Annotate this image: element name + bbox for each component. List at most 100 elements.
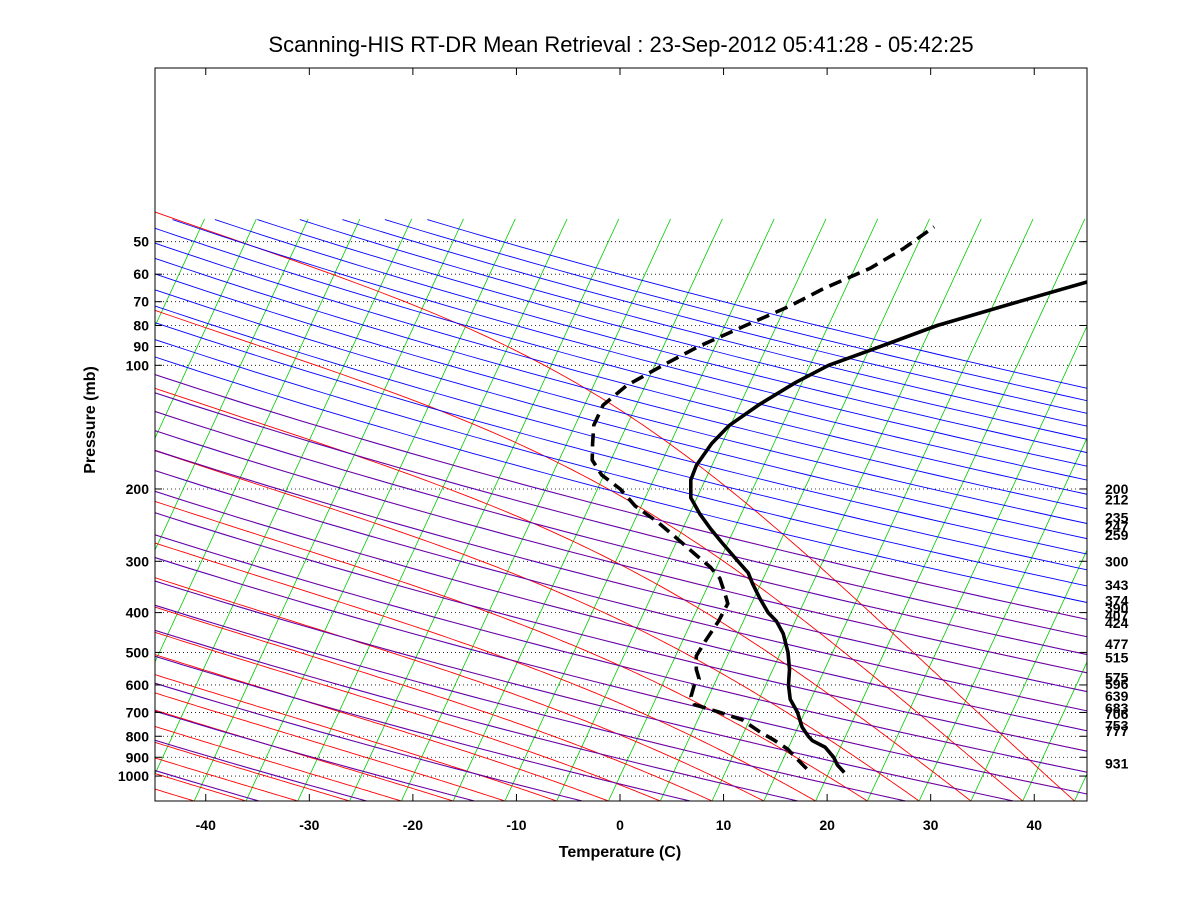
chart-title: Scanning-HIS RT-DR Mean Retrieval : 23-S…	[268, 32, 973, 57]
right-pressure-label: 343	[1105, 577, 1129, 593]
x-tick-label: 40	[1026, 817, 1042, 833]
moist-adiabat-line	[155, 606, 713, 801]
dry-adiabat-overlay-line	[155, 374, 1087, 620]
right-pressure-label: 477	[1105, 636, 1129, 652]
y-tick-label: 500	[126, 644, 150, 660]
right-pressure-label: 212	[1105, 491, 1129, 507]
right-pressure-label: 200	[1105, 481, 1129, 497]
y-axis-label: Pressure (mb)	[82, 366, 99, 474]
x-tick-label: 30	[923, 817, 939, 833]
y-tick-label: 90	[133, 339, 149, 355]
y-tick-label: 50	[133, 234, 149, 250]
temperature-profile-line	[688, 280, 1087, 774]
dry-adiabat-line	[214, 219, 1087, 454]
moist-adiabat-line	[155, 631, 661, 801]
dry-adiabat-overlay-line	[155, 410, 1087, 655]
dry-adiabat-line	[155, 257, 1087, 510]
dry-adiabat-line	[155, 512, 1087, 752]
isotherm-line	[297, 218, 568, 801]
isotherm-line	[0, 219, 101, 801]
x-tick-label: -20	[403, 817, 423, 833]
isotherm-line	[711, 218, 982, 801]
isotherm-line	[970, 549, 1087, 801]
isotherm-line	[659, 218, 930, 801]
dry-adiabat-overlay-line	[155, 710, 476, 801]
moist-adiabat-line	[155, 387, 972, 801]
dry-adiabat-line	[155, 682, 583, 801]
dry-adiabat-overlay-line	[155, 392, 1087, 638]
y-tick-label: 100	[126, 357, 150, 373]
isotherm-line	[155, 218, 361, 663]
dry-adiabat-line	[155, 374, 1087, 620]
right-pressure-label: 300	[1105, 553, 1129, 569]
x-tick-label: 0	[616, 817, 624, 833]
dry-adiabat-overlay-line	[155, 682, 583, 801]
isotherm-line	[245, 218, 516, 801]
plot-frame	[154, 67, 1088, 802]
moist-adiabat-line	[155, 450, 920, 801]
isotherm-line	[867, 325, 1087, 801]
moist-adiabat-line	[155, 757, 298, 801]
y-tick-label: 900	[126, 749, 150, 765]
x-tick-label: -40	[196, 817, 216, 833]
dry-adiabat-line	[155, 339, 1087, 587]
right-pressure-label: 390	[1105, 600, 1129, 616]
dry-adiabat-lines	[155, 219, 1087, 801]
right-pressure-label: 515	[1105, 650, 1129, 666]
dry-adiabat-line	[155, 322, 1087, 571]
dry-adiabat-line	[155, 534, 1087, 773]
moist-adiabat-line	[155, 674, 557, 801]
dry-adiabat-line	[155, 242, 1087, 495]
x-tick-label: -10	[506, 817, 526, 833]
moist-adiabat-line	[155, 709, 454, 801]
isotherm-line	[608, 218, 879, 801]
dry-adiabat-line	[155, 710, 475, 801]
x-tick-label: 20	[819, 817, 835, 833]
dry-adiabat-overlay-line	[155, 449, 1087, 692]
right-pressure-label: 753	[1105, 717, 1129, 733]
moist-adiabat-line	[155, 577, 765, 801]
isotherm-line	[1126, 219, 1200, 801]
y-tick-label: 70	[133, 294, 149, 310]
dry-adiabat-overlay-line	[155, 604, 907, 801]
dewpoint-profile-line	[590, 225, 936, 771]
dry-adiabat-line	[172, 219, 1087, 467]
right-pressure-label: 706	[1105, 706, 1129, 722]
isotherm-line	[918, 437, 1087, 801]
moist-adiabat-line	[155, 788, 195, 801]
y-tick-label: 800	[126, 728, 150, 744]
dry-adiabat-line	[299, 219, 1087, 427]
dry-adiabat-overlay-line	[155, 580, 1014, 801]
isotherm-line	[1022, 661, 1087, 801]
moist-adiabat-line	[155, 741, 350, 801]
y-tick-label: 60	[133, 266, 149, 282]
dry-adiabat-line	[155, 411, 1087, 656]
dry-adiabat-overlay-line	[155, 512, 1087, 752]
moist-adiabat-line	[155, 692, 506, 801]
isotherm-line	[815, 218, 1086, 801]
right-pressure-label: 247	[1105, 519, 1129, 535]
right-pressure-label: 374	[1105, 593, 1129, 609]
dry-adiabat-overlay-line	[155, 470, 1087, 712]
y-tick-label: 400	[126, 605, 150, 621]
moist-adiabat-line	[155, 211, 1075, 801]
moist-adiabat-line	[155, 773, 247, 801]
right-pressure-label: 596	[1105, 676, 1129, 692]
dry-adiabat-line	[384, 219, 1087, 402]
dry-adiabat-line	[155, 305, 1087, 555]
isotherm-line	[400, 218, 671, 801]
dry-adiabat-line	[155, 430, 1087, 674]
dry-adiabat-line	[155, 629, 798, 801]
dry-adiabat-line	[155, 392, 1087, 638]
y-tick-label: 200	[126, 481, 150, 497]
dry-adiabat-overlay-line	[155, 556, 1087, 795]
right-pressure-label: 777	[1105, 723, 1129, 739]
right-pressure-label: 639	[1105, 688, 1129, 704]
moist-adiabat-line	[155, 725, 402, 801]
dry-adiabat-line	[427, 219, 1087, 389]
y-tick-label: 300	[126, 553, 150, 569]
isotherm-line	[193, 218, 464, 801]
isotherm-line	[763, 218, 1034, 801]
y-tick-label: 700	[126, 704, 150, 720]
